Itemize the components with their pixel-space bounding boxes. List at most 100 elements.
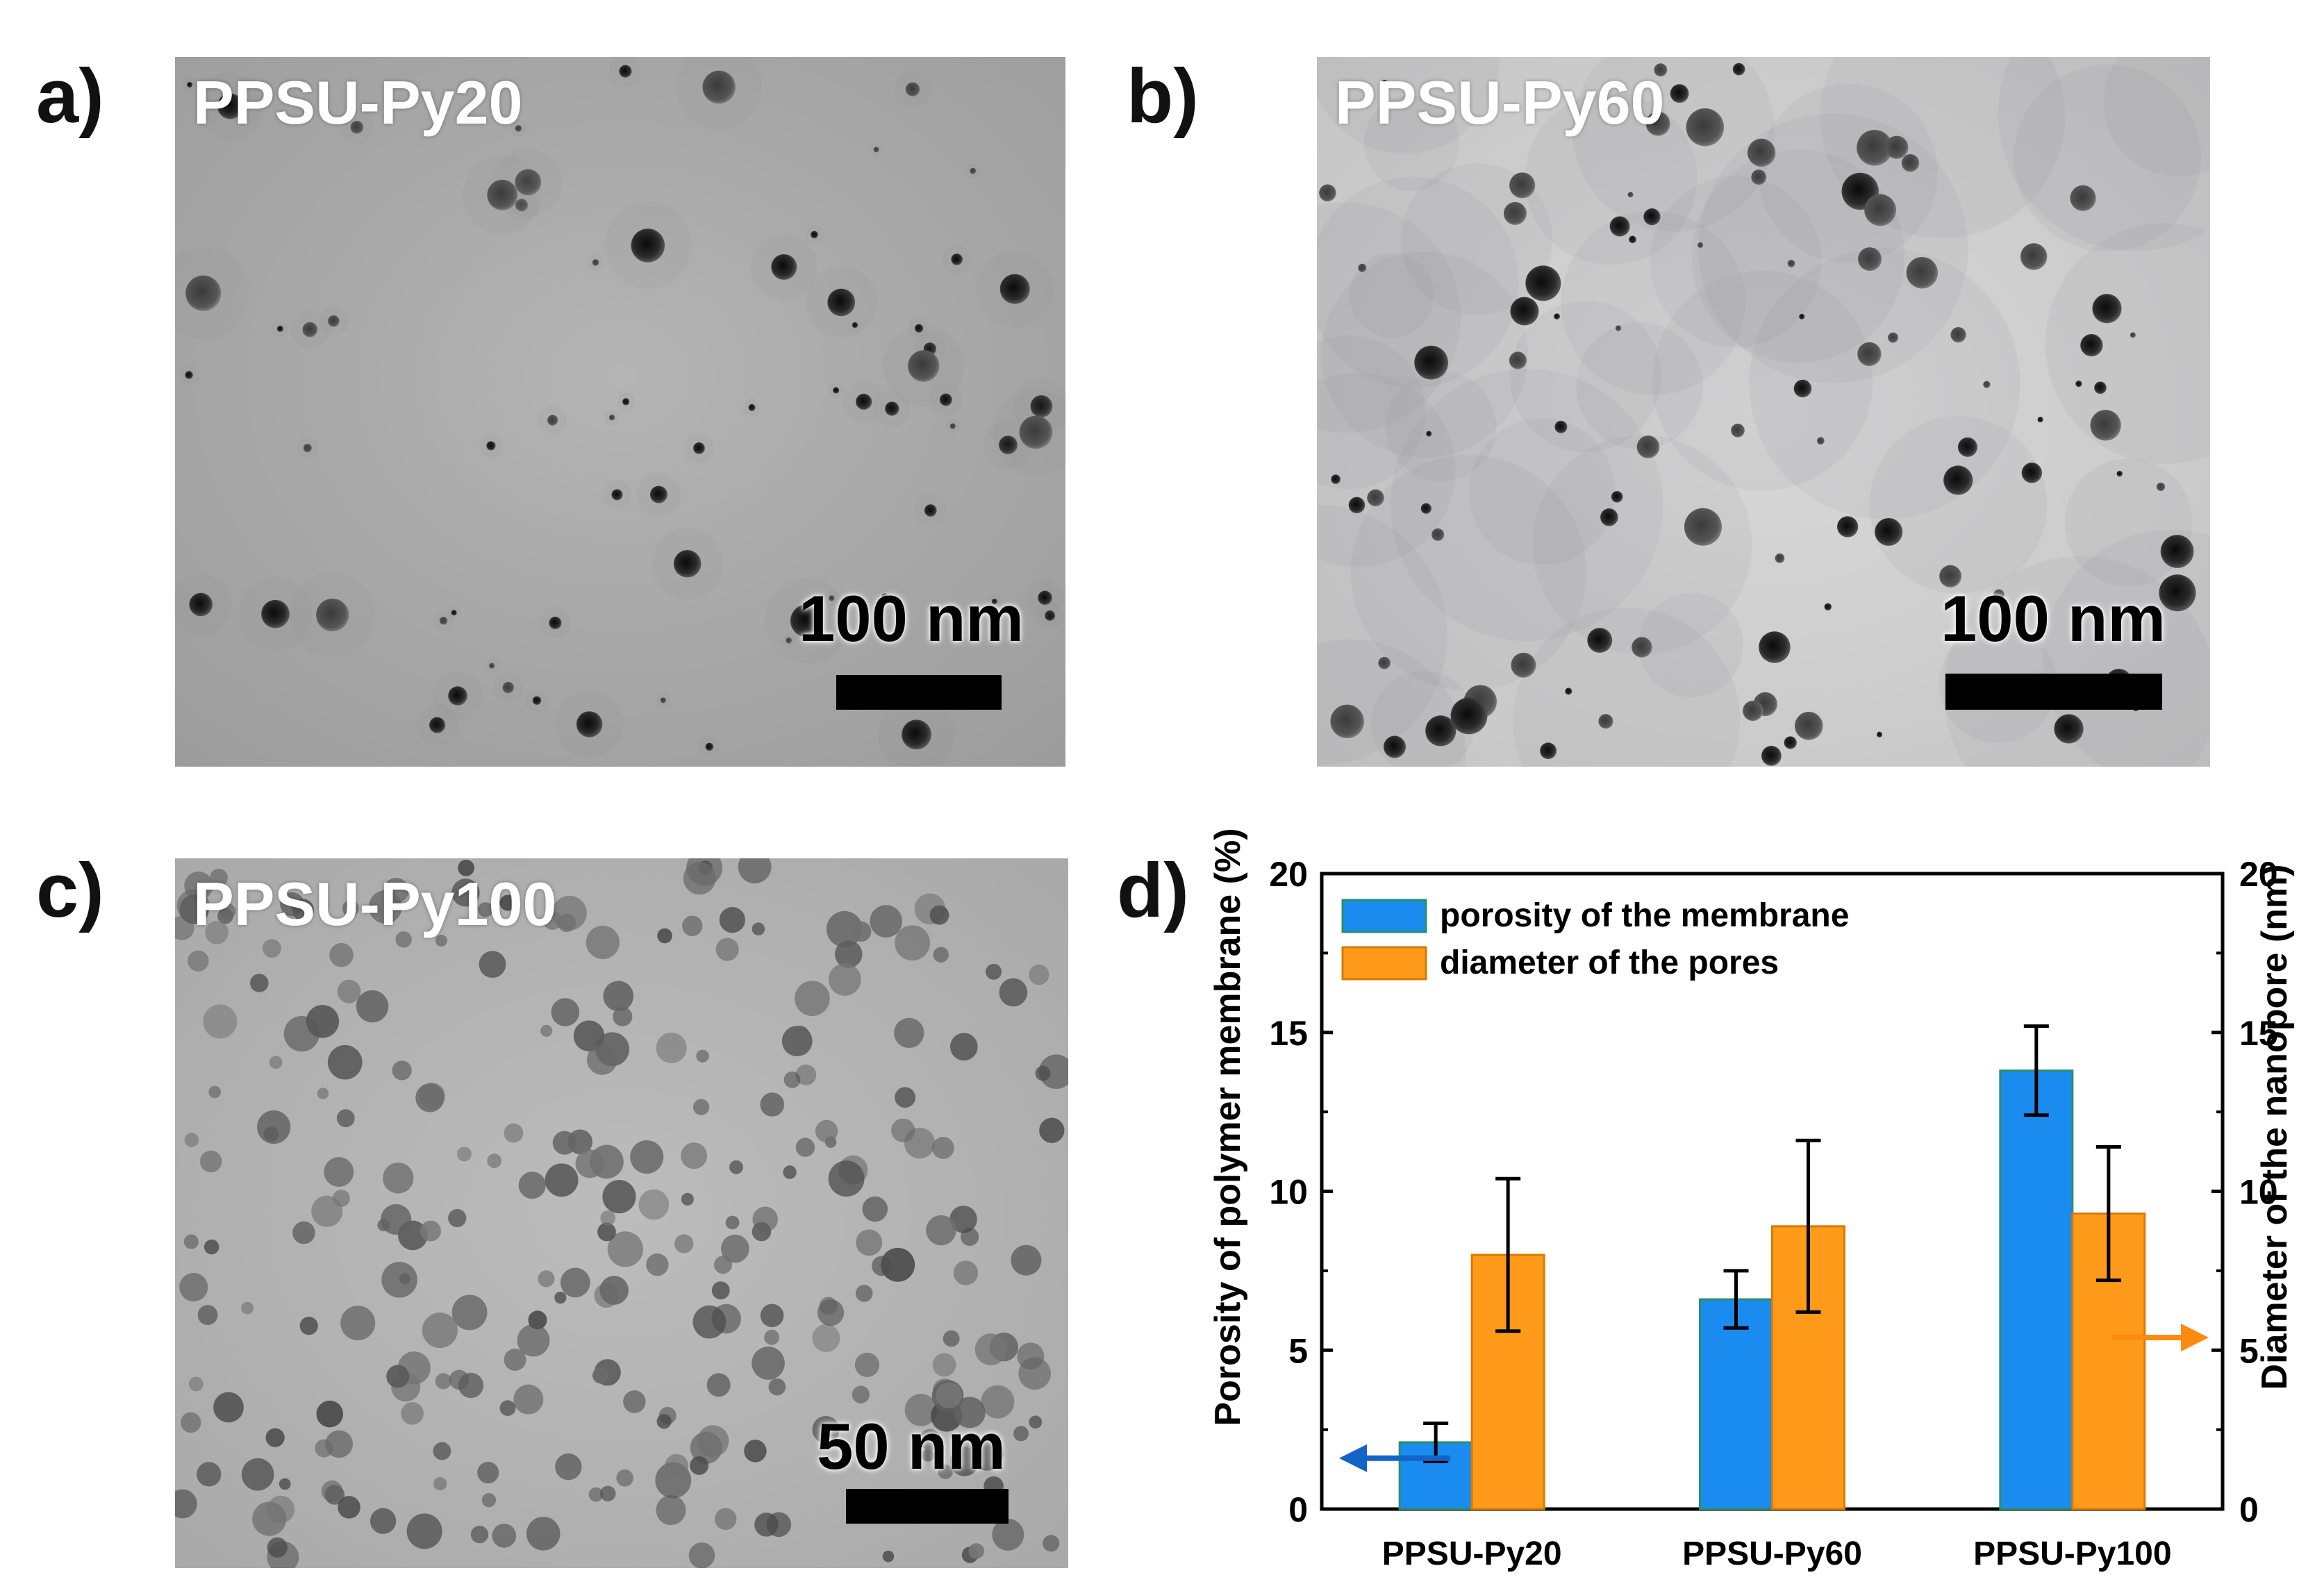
pore (607, 1231, 644, 1267)
bar-porosity (1999, 1069, 2074, 1510)
pore (179, 894, 209, 924)
pore (554, 1292, 567, 1304)
pore (1824, 603, 1832, 611)
pore (337, 979, 361, 1003)
stain-blotch (1652, 270, 1873, 491)
pore (834, 940, 863, 968)
pore (720, 1234, 749, 1263)
pore (631, 228, 665, 263)
pore (786, 637, 792, 644)
pore (1331, 474, 1341, 484)
stain-blotch (1317, 504, 1447, 766)
pore (1857, 129, 1893, 166)
pore (771, 253, 797, 280)
pore (932, 1353, 956, 1377)
pore (622, 398, 630, 406)
stain-blotch (1532, 435, 1752, 655)
stain-blotch (2045, 223, 2210, 465)
pore (999, 435, 1018, 455)
pore (383, 877, 409, 903)
pore (1540, 742, 1557, 760)
pore (502, 681, 515, 694)
pore (795, 1064, 817, 1085)
tem-micrograph-b (1317, 57, 2210, 767)
pore (597, 1222, 616, 1242)
pore (2090, 410, 2121, 441)
pore (681, 1192, 694, 1206)
pore (894, 1017, 924, 1049)
pore (180, 1412, 201, 1433)
y2-axis-title: Diameter of the nanopore (nm) (2255, 865, 2295, 1390)
stain-blotch (1869, 416, 2048, 594)
stain-blotch (1650, 176, 1822, 348)
pore (1732, 63, 1745, 76)
tem-image-a: PPSU-Py20 100 nm (175, 57, 1065, 767)
pore (919, 1428, 941, 1451)
pore (854, 1352, 880, 1378)
pore (953, 1260, 979, 1285)
pore (433, 1442, 451, 1460)
pore (623, 1390, 646, 1413)
pore (406, 1513, 442, 1549)
pore (188, 1376, 204, 1392)
pore (711, 1281, 730, 1300)
pore (1645, 111, 1670, 136)
sample-name-a: PPSU-Py20 (193, 68, 523, 137)
stain-blotch (1317, 176, 1519, 388)
pore (1600, 508, 1618, 526)
pore (478, 902, 493, 917)
pore (1885, 135, 1909, 159)
pore (748, 403, 756, 411)
pore (1957, 437, 1977, 457)
pore (2075, 381, 2082, 388)
pore (599, 1485, 616, 1501)
pore (340, 1306, 376, 1341)
stain-blotch (1349, 253, 1434, 338)
pore (599, 1276, 629, 1305)
pore (882, 1550, 895, 1563)
pore (1627, 192, 1634, 198)
pore (1698, 242, 1704, 249)
pore (283, 1015, 320, 1052)
stain-blotch (1390, 368, 1663, 642)
pore (961, 1227, 979, 1247)
pore (949, 423, 956, 429)
stain-blotch (1943, 556, 2210, 767)
pore (681, 1142, 708, 1169)
pore (420, 1220, 441, 1242)
pore (329, 942, 354, 967)
pore (1787, 260, 1795, 267)
pore (817, 1299, 845, 1326)
pore (551, 998, 580, 1026)
pore (187, 82, 193, 88)
pore (175, 1489, 197, 1519)
pore (458, 859, 474, 876)
pore (1761, 745, 1782, 766)
pore (1632, 637, 1652, 658)
pore (619, 65, 632, 78)
pore (760, 1092, 785, 1117)
pore (280, 892, 304, 917)
pore (729, 1160, 744, 1174)
stain-blotch (1468, 418, 1616, 565)
pore (499, 1400, 516, 1416)
pore (600, 1210, 616, 1226)
pore (342, 900, 359, 917)
legend-swatch (1341, 946, 1427, 981)
pore (1858, 247, 1882, 272)
pore (1039, 1117, 1065, 1143)
pore (486, 441, 496, 451)
pore (1043, 1535, 1060, 1552)
pore (1510, 297, 1539, 326)
pore (657, 928, 672, 944)
pore (241, 1458, 274, 1491)
pore (611, 489, 623, 501)
pore (316, 1400, 344, 1428)
pore (489, 663, 495, 669)
pore (2070, 185, 2096, 211)
pore (790, 604, 824, 638)
pore (1611, 491, 1623, 503)
chart-panel-d: 0 5 10 15 20 0 5 10 15 20 PPSU-Py20 PPSU-Py60 PPSU-P… (1139, 813, 2324, 1591)
pore (646, 1253, 669, 1276)
pore (1319, 184, 1336, 202)
